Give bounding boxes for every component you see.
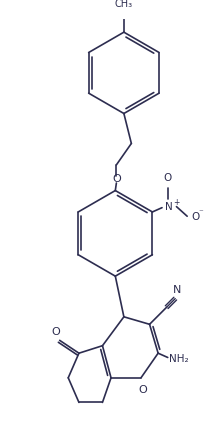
Text: O: O (164, 173, 172, 183)
Text: ⁻: ⁻ (198, 209, 203, 218)
Text: O: O (139, 385, 147, 395)
Text: N: N (165, 202, 173, 212)
Text: O: O (112, 174, 121, 184)
Text: CH₃: CH₃ (115, 0, 133, 9)
Text: NH₂: NH₂ (169, 353, 189, 364)
Text: +: + (173, 198, 179, 207)
Text: O: O (191, 212, 200, 222)
Text: N: N (173, 286, 182, 295)
Text: O: O (51, 327, 60, 337)
